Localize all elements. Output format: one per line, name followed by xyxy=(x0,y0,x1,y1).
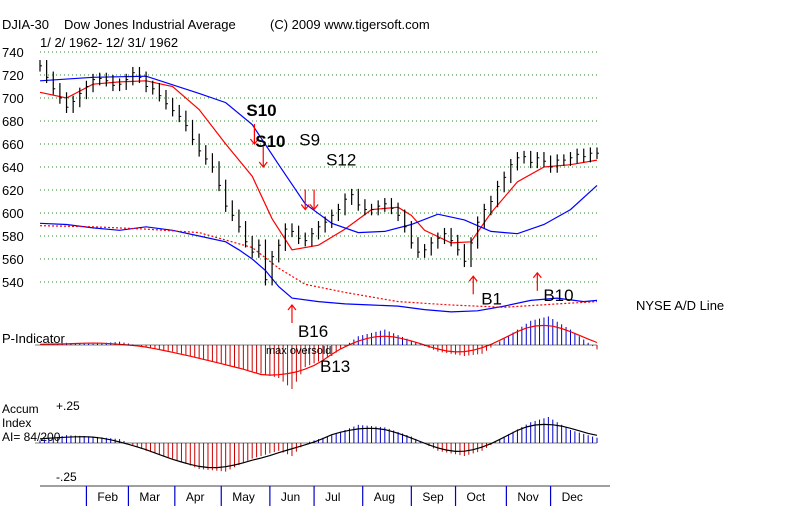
signal-s9-label: S9 xyxy=(299,131,320,150)
month-axis: Feb Mar Apr May Jun Jul Aug Sep Oct Nov Dec xyxy=(40,485,610,506)
symbol-label: DJIA-30 xyxy=(2,17,49,32)
y-tick-540: 540 xyxy=(2,275,24,290)
ai-value-label: AI= 84/200 xyxy=(2,430,61,444)
copyright-label: (C) 2009 www.tigersoft.com xyxy=(270,17,430,32)
month-label-jul: Jul xyxy=(325,490,340,504)
y-tick-600: 600 xyxy=(2,206,24,221)
month-label-feb: Feb xyxy=(97,490,118,504)
sell-arrowhead-s10 xyxy=(258,161,268,168)
y-tick-560: 560 xyxy=(2,252,24,267)
price-bars-layer xyxy=(39,60,599,286)
sell-arrowhead-s9 xyxy=(300,204,310,211)
date-range-label: 1/ 2/ 1962- 12/ 31/ 1962 xyxy=(40,35,178,50)
signal-b1-label: B1 xyxy=(481,289,502,308)
month-label-jun: Jun xyxy=(281,490,300,504)
month-label-aug: Aug xyxy=(374,490,395,504)
y-tick-740: 740 xyxy=(2,45,24,60)
month-label-mar: Mar xyxy=(139,490,160,504)
signal-s10-label: S10 xyxy=(246,101,276,120)
p-indicator-ma-line xyxy=(39,324,598,376)
long-ma-line xyxy=(39,75,598,235)
signal-b10-label: B10 xyxy=(543,286,573,305)
y-tick-580: 580 xyxy=(2,229,24,244)
month-label-nov: Nov xyxy=(517,490,538,504)
buy-arrowhead-b1 xyxy=(468,275,478,282)
y-axis-ticks: 740 720 700 680 660 640 620 600 580 560 540 xyxy=(2,45,24,290)
accum-index-ma-line xyxy=(39,423,598,469)
buy-arrowhead-b10 xyxy=(532,271,542,279)
buy-arrowhead-b16 xyxy=(287,304,297,311)
y-tick-620: 620 xyxy=(2,183,24,198)
month-label-sep: Sep xyxy=(422,490,444,504)
y-tick-680: 680 xyxy=(2,114,24,129)
p-indicator-label: P-Indicator xyxy=(2,331,66,346)
short-ma-line xyxy=(39,80,598,251)
index-name-label: Dow Jones Industrial Average xyxy=(64,17,236,32)
max-oversold-annotation: max oversold xyxy=(266,345,331,357)
grid-layer xyxy=(40,51,597,283)
signal-s10-label: S10 xyxy=(255,132,285,151)
month-label-oct: Oct xyxy=(467,490,486,504)
y-tick-640: 640 xyxy=(2,160,24,175)
y-tick-660: 660 xyxy=(2,137,24,152)
accum-label: Accum xyxy=(2,402,39,416)
month-label-apr: Apr xyxy=(186,490,205,504)
sell-arrowhead-s12 xyxy=(309,204,319,211)
series-layer xyxy=(39,75,598,313)
y-tick-700: 700 xyxy=(2,91,24,106)
p-indicator-panel xyxy=(35,316,598,389)
signal-s12-label: S12 xyxy=(326,151,356,170)
signal-b16-label: B16 xyxy=(298,322,328,341)
signal-layer: S10 S10 S9 S12 B16 B1 B10 xyxy=(246,101,573,341)
sell-arrowhead-s10 xyxy=(249,138,259,145)
ad-line-label: NYSE A/D Line xyxy=(636,298,724,313)
month-label-dec: Dec xyxy=(562,490,583,504)
accum-bottom-tick: -.25 xyxy=(56,470,77,484)
accum-top-tick: +.25 xyxy=(56,399,80,413)
index-label: Index xyxy=(2,416,31,430)
ad-line xyxy=(39,222,598,313)
signal-b13-label: B13 xyxy=(320,357,350,376)
month-label-may: May xyxy=(232,490,255,504)
y-tick-720: 720 xyxy=(2,68,24,83)
accum-index-panel xyxy=(35,417,598,472)
